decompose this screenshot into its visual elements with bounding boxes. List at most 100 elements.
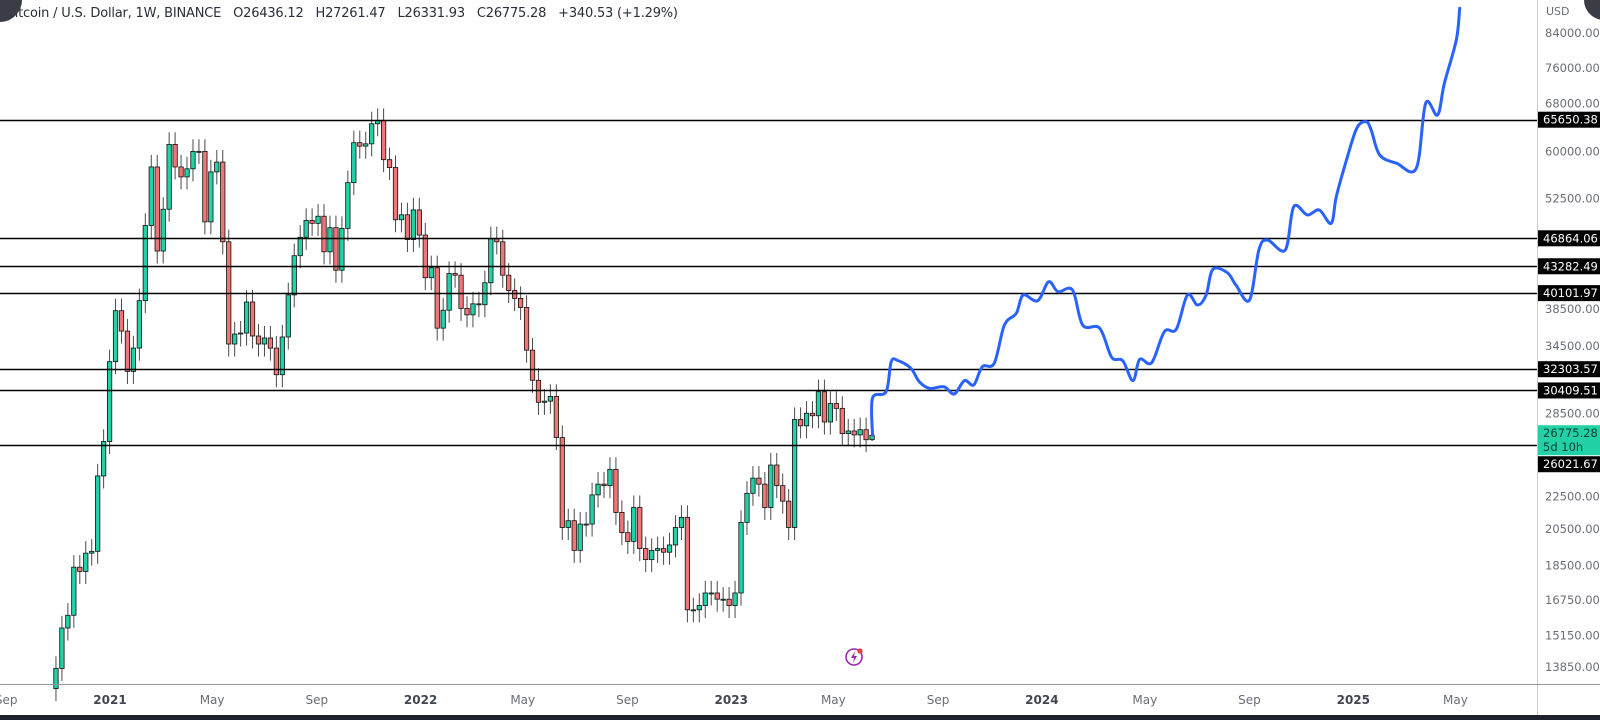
candle[interactable] xyxy=(797,407,804,439)
candle[interactable] xyxy=(160,197,166,264)
candle[interactable] xyxy=(631,495,637,554)
candle[interactable] xyxy=(220,149,226,255)
candle[interactable] xyxy=(827,391,833,435)
candle[interactable] xyxy=(375,108,381,137)
candle[interactable] xyxy=(243,289,250,346)
candle[interactable] xyxy=(71,555,77,628)
candle[interactable] xyxy=(595,472,601,508)
candle[interactable] xyxy=(726,587,732,619)
candle[interactable] xyxy=(315,204,321,236)
candle[interactable] xyxy=(607,457,613,499)
candle[interactable] xyxy=(59,615,65,681)
candle[interactable] xyxy=(839,396,845,447)
candle[interactable] xyxy=(494,226,500,255)
candle[interactable] xyxy=(553,384,559,451)
candle[interactable] xyxy=(184,156,190,190)
candle[interactable] xyxy=(386,147,393,181)
candle[interactable] xyxy=(232,321,238,357)
candle[interactable] xyxy=(380,108,387,173)
candle[interactable] xyxy=(142,213,148,314)
candle[interactable] xyxy=(637,495,643,562)
lightning-icon[interactable] xyxy=(844,647,864,667)
candle[interactable] xyxy=(95,463,101,564)
candle[interactable] xyxy=(690,597,696,623)
candle[interactable] xyxy=(339,216,345,283)
candle[interactable] xyxy=(672,515,679,558)
candle[interactable] xyxy=(106,349,113,455)
candle[interactable] xyxy=(643,536,649,573)
symbol-title[interactable]: Bitcoin / U.S. Dollar, 1W, BINANCE xyxy=(6,6,222,21)
candle[interactable] xyxy=(83,541,89,584)
candle[interactable] xyxy=(148,154,154,239)
candle[interactable] xyxy=(476,291,482,318)
candle[interactable] xyxy=(535,368,542,415)
candle[interactable] xyxy=(750,466,756,506)
candle[interactable] xyxy=(506,263,512,304)
candle[interactable] xyxy=(452,261,458,288)
candle[interactable] xyxy=(214,149,220,185)
candle[interactable] xyxy=(428,255,434,291)
candle[interactable] xyxy=(744,481,750,535)
candle[interactable] xyxy=(166,132,172,222)
candle[interactable] xyxy=(714,580,720,612)
candle[interactable] xyxy=(178,154,184,190)
candle[interactable] xyxy=(65,603,71,641)
candle[interactable] xyxy=(565,508,571,540)
candle[interactable] xyxy=(857,417,863,448)
candle[interactable] xyxy=(732,580,738,619)
candle[interactable] xyxy=(321,204,327,265)
candle[interactable] xyxy=(440,298,446,341)
projection[interactable] xyxy=(869,6,1462,437)
candle[interactable] xyxy=(202,139,208,235)
time-axis[interactable]: Sep 2021 May Sep 2022 May Sep 2023 May Sep 2024 May… xyxy=(0,693,1468,707)
candle[interactable] xyxy=(392,155,399,233)
candle[interactable] xyxy=(583,511,589,537)
candle[interactable] xyxy=(625,520,631,554)
candle[interactable] xyxy=(297,225,303,269)
candle[interactable] xyxy=(577,511,583,563)
candle[interactable] xyxy=(619,500,625,546)
candle[interactable] xyxy=(756,466,762,497)
candle[interactable] xyxy=(273,335,279,388)
candle[interactable] xyxy=(684,505,691,623)
candle[interactable] xyxy=(809,401,816,429)
candle[interactable] xyxy=(762,472,768,521)
candle[interactable] xyxy=(500,229,506,288)
candle[interactable] xyxy=(601,472,607,499)
candle[interactable] xyxy=(845,418,851,447)
candle[interactable] xyxy=(720,587,726,612)
candle[interactable] xyxy=(470,291,476,328)
candle[interactable] xyxy=(154,154,160,264)
price-axis[interactable]: 84000.00 76000.00 68000.00 60000.00 52500.00… xyxy=(1545,26,1600,674)
candle[interactable] xyxy=(255,323,262,357)
candle[interactable] xyxy=(434,255,440,341)
candle[interactable] xyxy=(833,391,839,421)
candle[interactable] xyxy=(559,425,565,540)
candle[interactable] xyxy=(458,263,464,321)
candle[interactable] xyxy=(696,593,702,623)
candle[interactable] xyxy=(124,318,131,384)
candle[interactable] xyxy=(655,536,661,563)
candle[interactable] xyxy=(446,261,452,323)
candle[interactable] xyxy=(774,452,780,499)
candle[interactable] xyxy=(851,418,857,448)
candle[interactable] xyxy=(523,295,530,363)
candle[interactable] xyxy=(410,197,416,253)
candle[interactable] xyxy=(666,532,673,565)
candle[interactable] xyxy=(863,417,869,453)
candle[interactable] xyxy=(357,130,363,159)
candle[interactable] xyxy=(53,656,59,702)
candle[interactable] xyxy=(518,286,524,320)
candle[interactable] xyxy=(589,482,595,537)
candle[interactable] xyxy=(821,379,828,435)
candle[interactable] xyxy=(547,384,553,414)
candle[interactable] xyxy=(422,222,428,291)
candle[interactable] xyxy=(708,580,714,606)
projection-line[interactable] xyxy=(869,6,1462,437)
candle[interactable] xyxy=(678,505,685,540)
candle[interactable] xyxy=(404,202,411,253)
candle[interactable] xyxy=(327,215,333,265)
candle[interactable] xyxy=(363,131,369,159)
candle[interactable] xyxy=(738,510,744,606)
candle[interactable] xyxy=(780,473,786,514)
